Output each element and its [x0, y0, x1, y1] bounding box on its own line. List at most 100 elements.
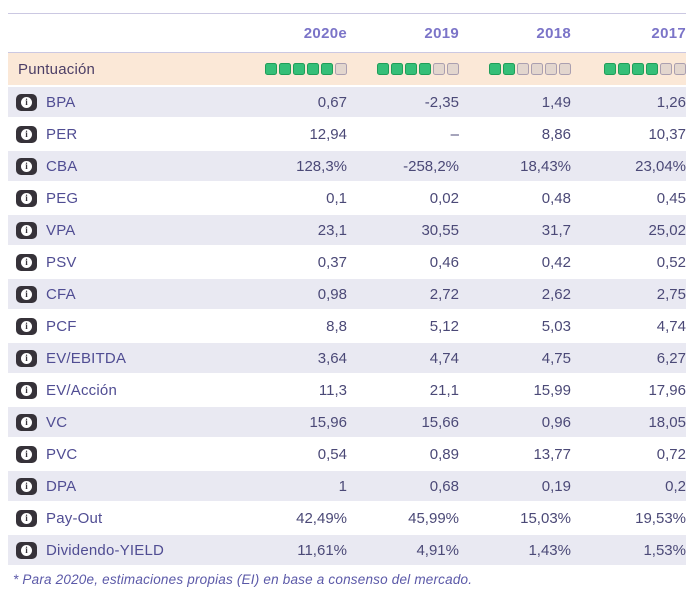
metric-value: 19,53% [571, 502, 686, 535]
year-header-2020e: 2020e [235, 13, 347, 53]
metric-value: 42,49% [235, 502, 347, 535]
score-row: Puntuación [8, 52, 686, 87]
metric-value: 31,7 [459, 214, 571, 247]
metric-value: 2,72 [347, 278, 459, 311]
metric-label: DPA [46, 477, 77, 495]
info-icon[interactable]: i [16, 317, 37, 335]
metric-value: 11,61% [235, 534, 347, 567]
metric-value: 1,26 [571, 86, 686, 119]
metric-value: 4,74 [347, 342, 459, 375]
metric-value: 5,12 [347, 310, 459, 343]
metric-label-cell: i PSV [8, 246, 235, 279]
metric-value: 13,77 [459, 438, 571, 471]
metric-label: PER [46, 125, 78, 143]
metric-label: CFA [46, 285, 76, 303]
info-icon[interactable]: i [16, 381, 37, 399]
info-icon[interactable]: i [16, 253, 37, 271]
metric-value: 25,02 [571, 214, 686, 247]
metric-value: 12,94 [235, 118, 347, 151]
table-row: i Dividendo-YIELD 11,61% 4,91% 1,43% 1,5… [8, 534, 686, 567]
metric-label: VC [46, 413, 68, 431]
metric-label: PVC [46, 445, 78, 463]
metric-label-cell: i VC [8, 406, 235, 439]
info-icon[interactable]: i [16, 93, 37, 111]
rating-square-filled [307, 63, 319, 75]
table-row: i PVC 0,54 0,89 13,77 0,72 [8, 438, 686, 471]
metric-value: 1,53% [571, 534, 686, 567]
metric-value: 15,96 [235, 406, 347, 439]
metric-value: 23,1 [235, 214, 347, 247]
metric-value: -2,35 [347, 86, 459, 119]
rating-square-filled [377, 63, 389, 75]
metric-value: 0,98 [235, 278, 347, 311]
score-label: Puntuación [18, 60, 96, 78]
rating-square-empty [660, 63, 672, 75]
table-row: i VC 15,96 15,66 0,96 18,05 [8, 406, 686, 439]
metric-value: 4,75 [459, 342, 571, 375]
metric-value: 11,3 [235, 374, 347, 407]
metrics-body: i BPA 0,67 -2,35 1,49 1,26 i PER 12,94 –… [8, 86, 686, 567]
rating-square-empty [674, 63, 686, 75]
metric-label-cell: i CBA [8, 150, 235, 183]
rating-square-empty [559, 63, 571, 75]
rating-square-filled [405, 63, 417, 75]
metric-value: 0,72 [571, 438, 686, 471]
table-row: i Pay-Out 42,49% 45,99% 15,03% 19,53% [8, 502, 686, 535]
metric-label: PEG [46, 189, 79, 207]
info-icon[interactable]: i [16, 413, 37, 431]
metric-label-cell: i PCF [8, 310, 235, 343]
metric-label: EV/Acción [46, 381, 117, 399]
year-header-2019: 2019 [347, 13, 459, 53]
metric-value: 23,04% [571, 150, 686, 183]
metric-value: 0,46 [347, 246, 459, 279]
metrics-panel: 2020e 2019 2018 2017 Puntuación [8, 13, 686, 587]
info-icon[interactable]: i [16, 189, 37, 207]
rating-square-empty [545, 63, 557, 75]
metric-value: 30,55 [347, 214, 459, 247]
metric-value: 0,96 [459, 406, 571, 439]
year-header-2018: 2018 [459, 13, 571, 53]
metric-value: 15,66 [347, 406, 459, 439]
year-header-2017: 2017 [571, 13, 686, 53]
rating-square-filled [279, 63, 291, 75]
footnote: * Para 2020e, estimaciones propias (EI) … [13, 572, 473, 587]
metric-value: 0,02 [347, 182, 459, 215]
year-header-row: 2020e 2019 2018 2017 [8, 13, 686, 53]
metric-value: 17,96 [571, 374, 686, 407]
info-icon[interactable]: i [16, 349, 37, 367]
rating-square-filled [489, 63, 501, 75]
metric-value: 8,86 [459, 118, 571, 151]
metric-label-cell: i PER [8, 118, 235, 151]
table-row: i EV/EBITDA 3,64 4,74 4,75 6,27 [8, 342, 686, 375]
rating-square-filled [604, 63, 616, 75]
metric-value: 15,03% [459, 502, 571, 535]
info-icon[interactable]: i [16, 221, 37, 239]
info-icon[interactable]: i [16, 541, 37, 559]
metric-value: 10,37 [571, 118, 686, 151]
metric-label-cell: i Pay-Out [8, 502, 235, 535]
info-icon[interactable]: i [16, 445, 37, 463]
metric-value: 2,75 [571, 278, 686, 311]
metric-value: 4,74 [571, 310, 686, 343]
info-icon[interactable]: i [16, 509, 37, 527]
info-icon[interactable]: i [16, 157, 37, 175]
info-icon[interactable]: i [16, 125, 37, 143]
rating-squares [347, 63, 459, 75]
table-row: i BPA 0,67 -2,35 1,49 1,26 [8, 86, 686, 119]
metric-value: 0,48 [459, 182, 571, 215]
table-row: i DPA 1 0,68 0,19 0,2 [8, 470, 686, 503]
metric-value: 15,99 [459, 374, 571, 407]
metric-value: 0,1 [235, 182, 347, 215]
metric-value: 0,68 [347, 470, 459, 503]
rating-square-empty [447, 63, 459, 75]
metric-label: CBA [46, 157, 78, 175]
metric-value: 1 [235, 470, 347, 503]
table-row: i VPA 23,1 30,55 31,7 25,02 [8, 214, 686, 247]
metric-label-cell: i VPA [8, 214, 235, 247]
metric-value: 0,52 [571, 246, 686, 279]
info-icon[interactable]: i [16, 477, 37, 495]
table-row: i PEG 0,1 0,02 0,48 0,45 [8, 182, 686, 215]
metric-value: 18,05 [571, 406, 686, 439]
info-icon[interactable]: i [16, 285, 37, 303]
rating-square-filled [618, 63, 630, 75]
